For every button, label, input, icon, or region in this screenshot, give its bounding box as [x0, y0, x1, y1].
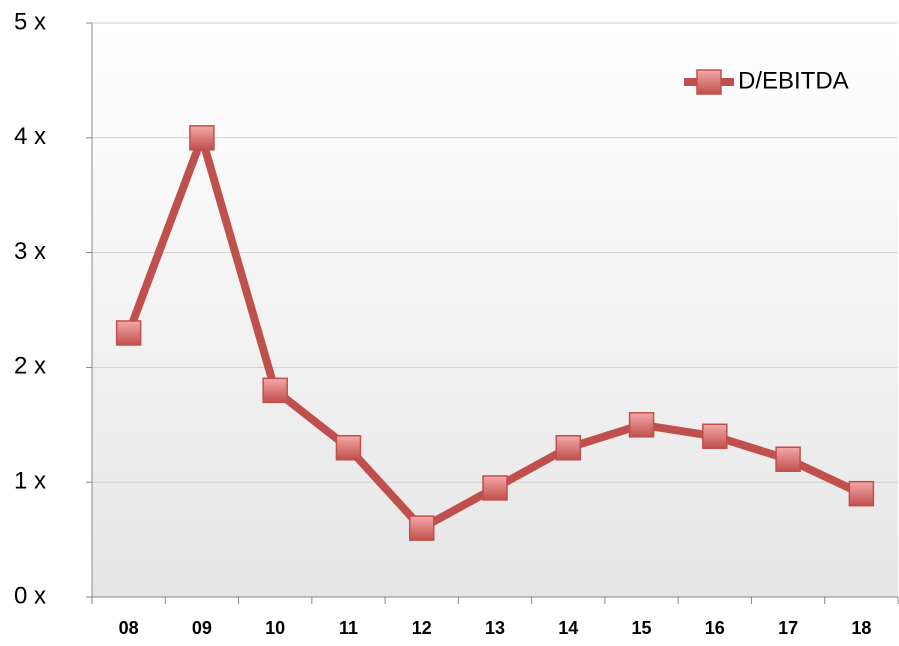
marker — [555, 435, 582, 461]
x-tick-label: 13 — [485, 618, 505, 638]
x-tick-label: 10 — [265, 618, 285, 638]
legend-label: D/EBITDA — [738, 67, 849, 94]
marker — [335, 435, 362, 461]
marker — [262, 377, 288, 404]
plot-area — [92, 23, 898, 597]
marker — [408, 515, 435, 541]
x-tick-label: 16 — [705, 618, 725, 638]
marker — [702, 423, 728, 450]
y-tick-label: 2 x — [14, 353, 46, 380]
marker — [115, 320, 142, 346]
x-tick-label: 14 — [558, 618, 578, 638]
marker — [775, 446, 801, 472]
x-tick-label: 12 — [412, 618, 432, 638]
marker — [628, 412, 655, 438]
marker — [848, 480, 875, 507]
marker — [482, 475, 508, 501]
y-tick-label: 5 x — [14, 8, 46, 35]
y-tick-label: 4 x — [14, 123, 46, 150]
y-tick-label: 3 x — [14, 238, 46, 265]
x-tick-label: 08 — [119, 618, 139, 638]
x-tick-label: 09 — [192, 618, 212, 638]
y-tick-label: 1 x — [14, 468, 46, 495]
x-tick-label: 15 — [632, 618, 652, 638]
x-tick-label: 17 — [778, 618, 798, 638]
y-tick-label: 0 x — [14, 582, 46, 609]
marker — [189, 125, 215, 151]
x-tick-label: 11 — [339, 618, 358, 638]
x-tick-label: 18 — [851, 618, 871, 638]
marker — [696, 69, 722, 95]
